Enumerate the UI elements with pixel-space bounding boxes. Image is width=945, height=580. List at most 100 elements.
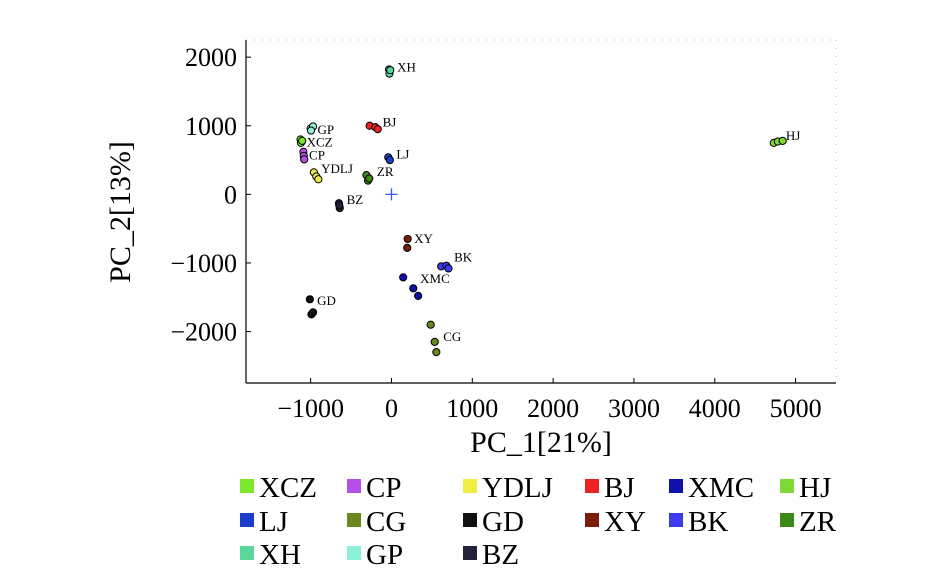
legend-item-gd: GD: [463, 506, 524, 538]
point-label-cg: CG: [443, 329, 461, 344]
point-label-xy: XY: [414, 231, 433, 246]
legend-item-zr: ZR: [780, 506, 837, 538]
data-point-ydlj: [314, 175, 323, 184]
data-point-cg: [430, 337, 439, 346]
y-tick-label: 1000: [185, 112, 237, 141]
data-point-xmc: [409, 284, 418, 293]
legend-swatch: [780, 513, 794, 527]
y-axis-title: PC_2[13%]: [104, 141, 137, 283]
data-point-bk: [444, 264, 453, 273]
point-label-xmc: XMC: [420, 271, 450, 286]
origin-plus-marker: [385, 188, 398, 201]
point-label-cp: CP: [309, 147, 325, 162]
legend-label: GD: [482, 506, 524, 538]
data-point-xmc: [399, 273, 408, 282]
point-label-ydlj: YDLJ: [321, 161, 353, 176]
legend-item-bj: BJ: [585, 472, 635, 504]
data-point-xcz: [298, 136, 307, 145]
legend-item-xmc: XMC: [669, 472, 754, 504]
legend-label: XH: [259, 539, 301, 571]
legend-label: GP: [366, 539, 403, 571]
data-point-xh: [386, 66, 395, 75]
legend-swatch: [669, 479, 683, 493]
legend: XCZ CP YDLJ BJ XMC HJ LJ CG GD XY BK ZR XH GP BZ: [240, 472, 837, 571]
legend-item-xh: XH: [240, 539, 301, 571]
x-axis-title: PC_1[21%]: [470, 426, 612, 459]
y-tick-label: −1000: [170, 249, 237, 278]
x-tick-label: 3000: [608, 394, 660, 423]
point-label-gp: GP: [318, 122, 335, 137]
x-tick-label: 5000: [770, 394, 822, 423]
legend-label: BZ: [482, 539, 519, 571]
data-point-cg: [432, 348, 441, 357]
point-label-gd: GD: [317, 293, 336, 308]
legend-label: ZR: [799, 506, 837, 538]
legend-item-xcz: XCZ: [240, 472, 317, 504]
y-tick-label: 0: [224, 180, 237, 209]
legend-swatch: [463, 479, 477, 493]
legend-item-cg: CG: [347, 506, 406, 538]
data-point-cg: [426, 320, 435, 329]
legend-swatch: [347, 513, 361, 527]
data-point-bz: [335, 201, 344, 210]
axis-titles: PC_1[21%] PC_2[13%]: [104, 141, 612, 459]
legend-swatch: [240, 546, 254, 560]
legend-label: HJ: [799, 472, 831, 504]
legend-swatch: [240, 513, 254, 527]
legend-label: XY: [604, 506, 646, 538]
legend-swatch: [780, 479, 794, 493]
legend-item-hj: HJ: [780, 472, 831, 504]
legend-item-bz: BZ: [463, 539, 519, 571]
point-label-bj: BJ: [383, 114, 397, 129]
data-point-gd: [308, 308, 318, 317]
legend-item-ydlj: YDLJ: [463, 472, 553, 504]
data-point-zr: [365, 174, 374, 183]
point-label-bz: BZ: [347, 192, 364, 207]
legend-swatch: [669, 513, 683, 527]
y-tick-label: −2000: [170, 318, 237, 347]
point-label-hj: HJ: [786, 128, 800, 143]
data-point-bj: [373, 125, 382, 134]
legend-item-bk: BK: [669, 506, 728, 538]
legend-item-gp: GP: [347, 539, 403, 571]
x-tick-label: 2000: [527, 394, 579, 423]
point-label-bk: BK: [454, 250, 473, 265]
legend-label: LJ: [259, 506, 288, 538]
legend-item-cp: CP: [347, 472, 401, 504]
legend-swatch: [347, 479, 361, 493]
legend-label: BK: [688, 506, 728, 538]
data-point-lj: [385, 155, 394, 165]
legend-label: XCZ: [259, 472, 317, 504]
point-label-lj: LJ: [396, 147, 409, 162]
plot-frame: [245, 39, 837, 384]
legend-label: YDLJ: [482, 472, 553, 504]
legend-item-xy: XY: [585, 506, 646, 538]
x-tick-label: 4000: [689, 394, 741, 423]
legend-swatch: [240, 479, 254, 493]
legend-label: CP: [366, 472, 401, 504]
data-point-cp: [300, 155, 309, 164]
legend-swatch: [463, 546, 477, 560]
legend-swatch: [585, 513, 599, 527]
legend-label: BJ: [604, 472, 635, 504]
legend-swatch: [347, 546, 361, 560]
point-label-xcz: XCZ: [307, 134, 333, 149]
data-point-xy: [403, 234, 412, 244]
data-point-gp: [306, 126, 316, 135]
point-label-xh: XH: [397, 60, 416, 75]
legend-label: CG: [366, 506, 406, 538]
point-label-zr: ZR: [377, 164, 394, 179]
data-points: [296, 65, 787, 357]
legend-item-lj: LJ: [240, 506, 288, 538]
legend-swatch: [463, 513, 477, 527]
data-point-xy: [403, 243, 412, 252]
legend-swatch: [585, 479, 599, 493]
axis-ticks: −1000 0 1000 2000 3000 4000 5000 2000 1000 0 −1000…: [170, 43, 821, 423]
y-tick-label: 2000: [185, 43, 237, 72]
x-tick-label: −1000: [277, 394, 344, 423]
x-tick-label: 1000: [446, 394, 498, 423]
x-tick-label: 0: [385, 394, 398, 423]
